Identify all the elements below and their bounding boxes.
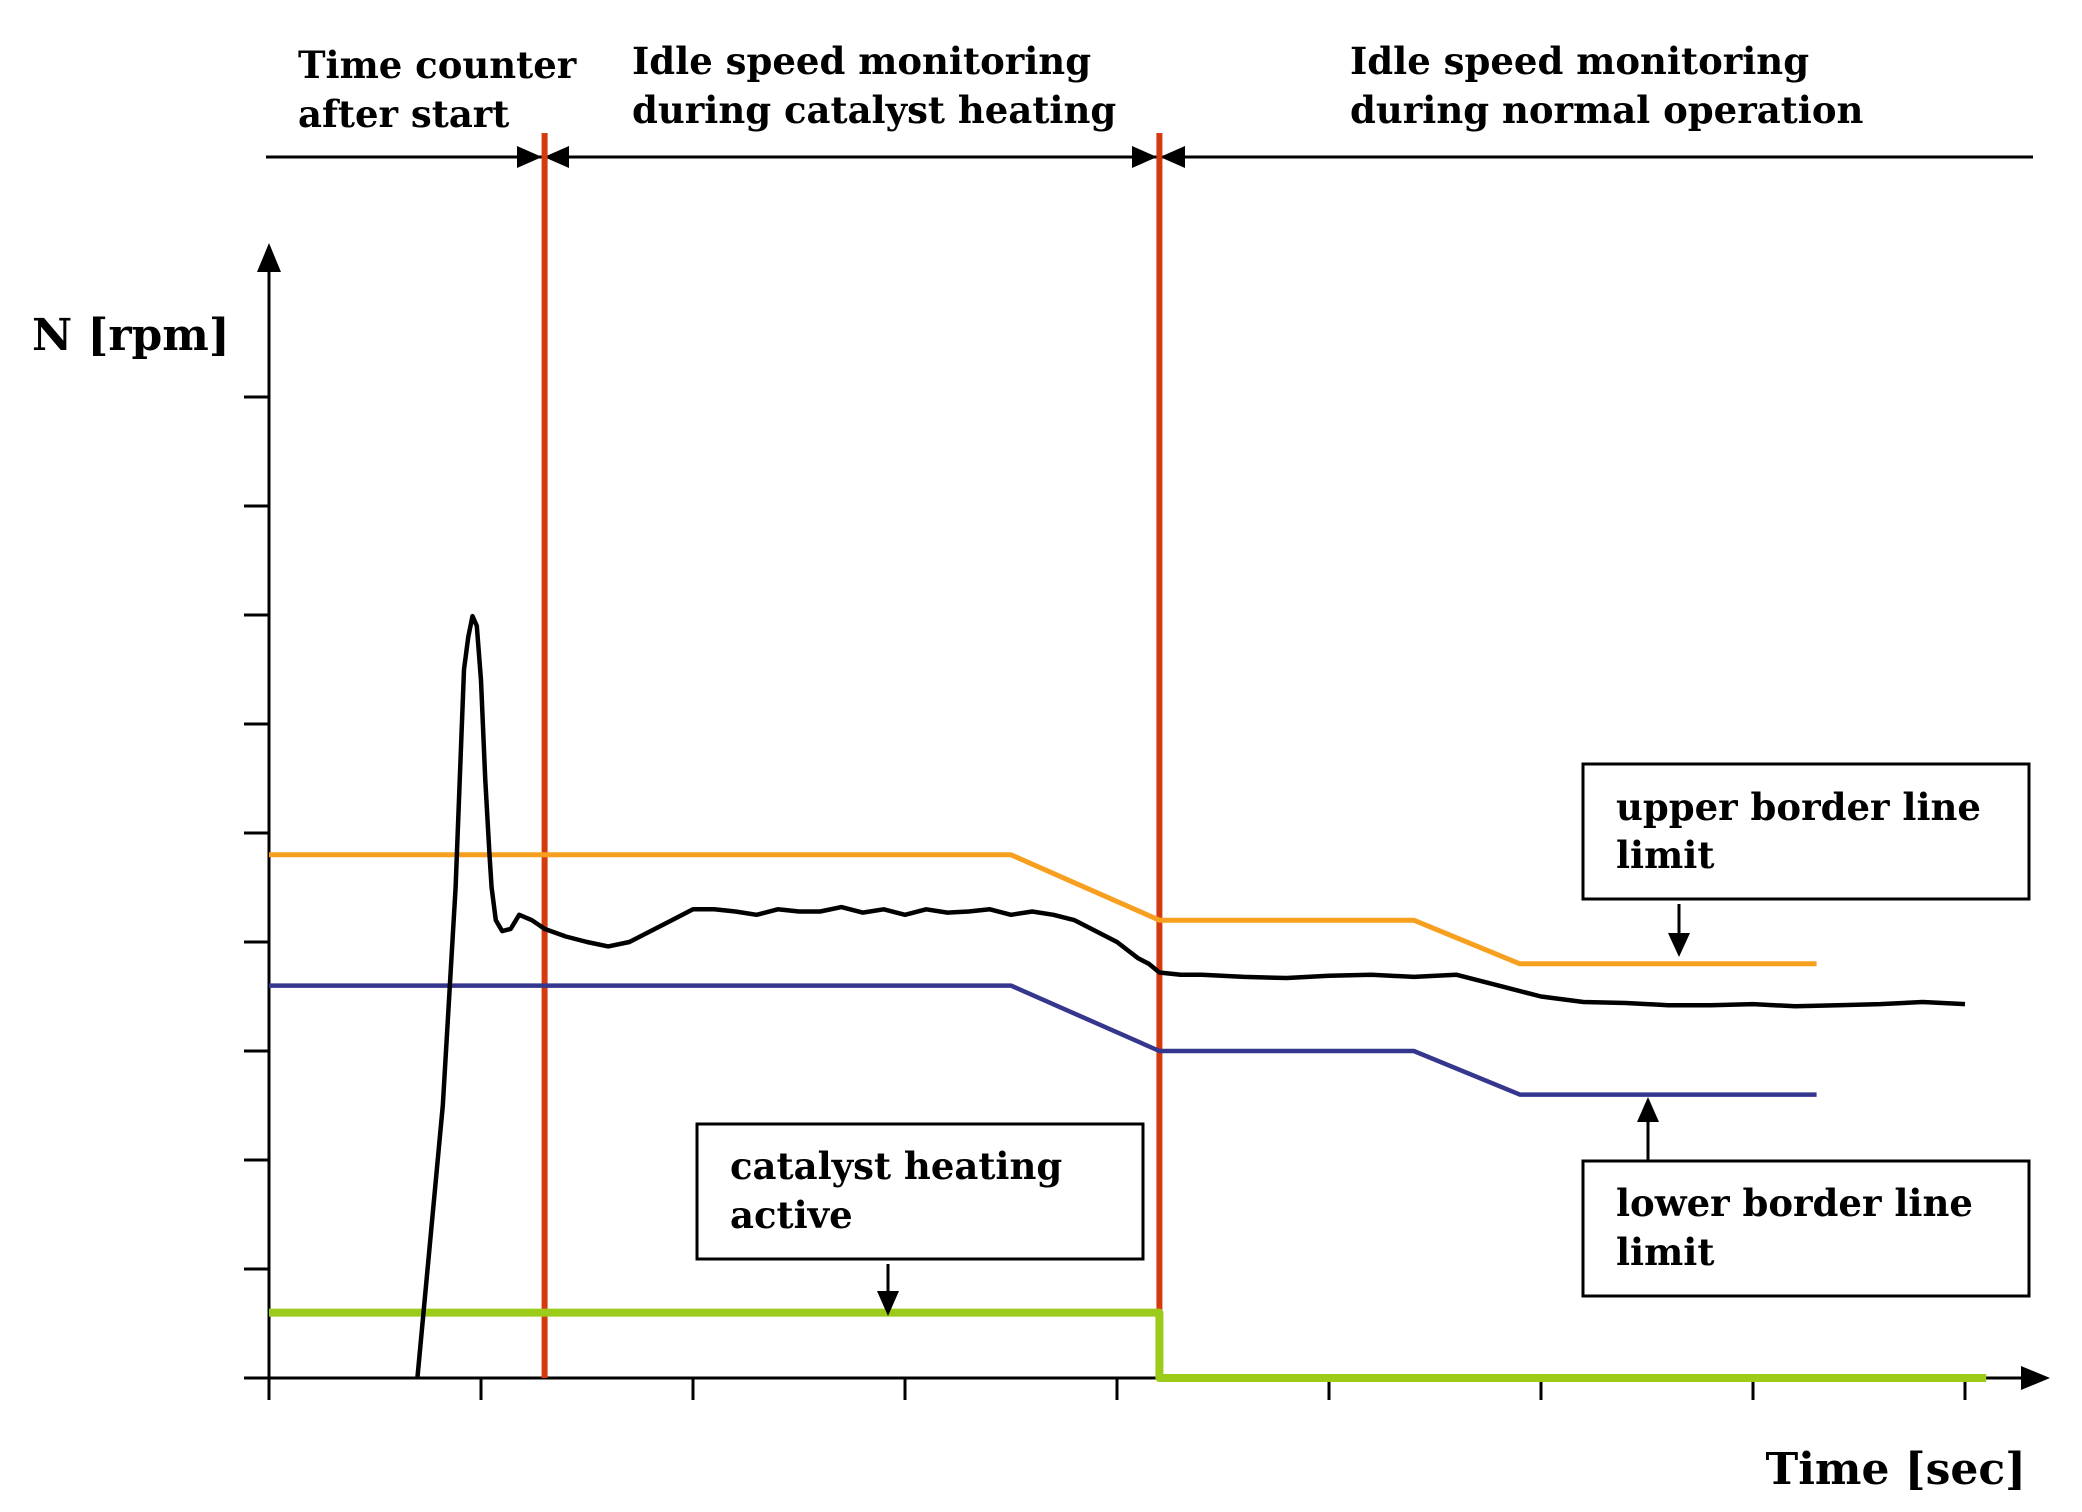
x-axis-title: Time [sec] <box>1765 1444 2026 1495</box>
lower-limit-pointer-head <box>1637 1097 1659 1122</box>
upper-limit-annotation: upper border line limit <box>1581 762 2031 957</box>
series-line-lower <box>269 983 1817 1097</box>
y-ticks <box>244 395 269 1380</box>
lower-limit-box <box>1581 1159 2031 1298</box>
y-axis-arrowhead <box>257 243 281 272</box>
x-ticks <box>267 1378 1967 1400</box>
annotations: upper border line limit lower border lin… <box>695 762 2031 1316</box>
phase-arrowhead-left-2 <box>1132 146 1157 168</box>
phase-arrow-1 <box>517 146 569 168</box>
axes: N [rpm] Time [sec] <box>32 243 2050 1495</box>
phase-label-1-line1: Time counter <box>298 43 577 87</box>
heating-label-line2: active <box>730 1193 853 1237</box>
heating-label-line1: catalyst heating <box>730 1144 1062 1188</box>
lower-limit-label-line2: limit <box>1616 1230 1714 1274</box>
upper-limit-label-line1: upper border line <box>1616 785 1981 829</box>
phase-arrowhead-left-1 <box>517 146 542 168</box>
phase-arrow-2 <box>1132 146 1185 168</box>
phase-arrowhead-right-2 <box>1160 146 1185 168</box>
x-axis-arrowhead <box>2021 1366 2050 1390</box>
upper-limit-box <box>1581 762 2031 901</box>
series-line-heating <box>269 1308 1987 1382</box>
phase-label-2-line1: Idle speed monitoring <box>632 39 1091 83</box>
upper-limit-pointer-head <box>1668 933 1690 957</box>
series <box>269 613 1987 1382</box>
y-axis-title: N [rpm] <box>32 310 230 361</box>
phase-label-3-line1: Idle speed monitoring <box>1350 39 1809 83</box>
phase-label-2-line2: during catalyst heating <box>632 88 1116 132</box>
heating-box <box>695 1122 1145 1261</box>
upper-limit-label-line2: limit <box>1616 833 1714 877</box>
phase-label-1-line2: after start <box>298 92 509 136</box>
series-line-speed <box>415 613 1966 1379</box>
lower-limit-label-line1: lower border line <box>1616 1181 1973 1225</box>
phase-header: Time counter after start Idle speed moni… <box>266 39 2033 168</box>
heating-annotation: catalyst heating active <box>695 1122 1145 1316</box>
lower-limit-annotation: lower border line limit <box>1581 1097 2031 1298</box>
phase-label-3-line2: during normal operation <box>1350 88 1863 132</box>
heating-pointer-head <box>877 1291 899 1316</box>
phase-arrowhead-right-1 <box>544 146 569 168</box>
phase-boundaries <box>541 133 1163 1378</box>
series-line-upper <box>269 852 1817 967</box>
